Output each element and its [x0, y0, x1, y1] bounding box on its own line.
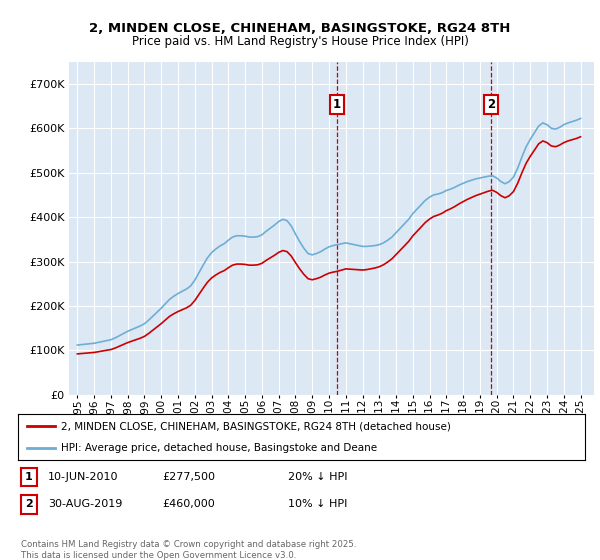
Text: HPI: Average price, detached house, Basingstoke and Deane: HPI: Average price, detached house, Basi… [61, 443, 377, 453]
Text: 10-JUN-2010: 10-JUN-2010 [48, 472, 119, 482]
Text: £277,500: £277,500 [162, 472, 215, 482]
Text: 1: 1 [25, 472, 32, 482]
Text: Contains HM Land Registry data © Crown copyright and database right 2025.
This d: Contains HM Land Registry data © Crown c… [21, 540, 356, 560]
Text: 2, MINDEN CLOSE, CHINEHAM, BASINGSTOKE, RG24 8TH: 2, MINDEN CLOSE, CHINEHAM, BASINGSTOKE, … [89, 22, 511, 35]
Text: £460,000: £460,000 [162, 500, 215, 509]
Text: 20% ↓ HPI: 20% ↓ HPI [288, 472, 347, 482]
Text: 2: 2 [25, 500, 32, 509]
Text: 1: 1 [332, 99, 341, 111]
Text: Price paid vs. HM Land Registry's House Price Index (HPI): Price paid vs. HM Land Registry's House … [131, 35, 469, 48]
Text: 30-AUG-2019: 30-AUG-2019 [48, 500, 122, 509]
Text: 2: 2 [487, 99, 495, 111]
Text: 2, MINDEN CLOSE, CHINEHAM, BASINGSTOKE, RG24 8TH (detached house): 2, MINDEN CLOSE, CHINEHAM, BASINGSTOKE, … [61, 421, 451, 431]
Text: 10% ↓ HPI: 10% ↓ HPI [288, 500, 347, 509]
